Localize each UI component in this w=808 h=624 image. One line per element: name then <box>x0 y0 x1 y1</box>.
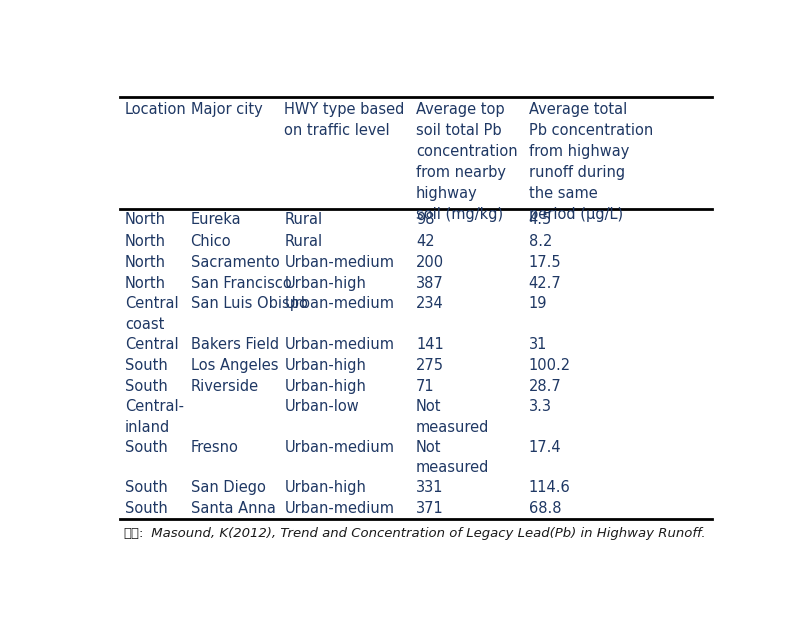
Text: South: South <box>124 358 167 373</box>
Text: 371: 371 <box>416 501 444 516</box>
Text: 31: 31 <box>528 337 547 352</box>
Text: Not
measured: Not measured <box>416 439 490 475</box>
Text: 141: 141 <box>416 337 444 352</box>
Text: 자료:: 자료: <box>123 527 143 540</box>
Text: 98: 98 <box>416 212 435 228</box>
Text: Urban-high: Urban-high <box>284 379 366 394</box>
Text: 42: 42 <box>416 233 435 248</box>
Text: Rural: Rural <box>284 212 322 228</box>
Text: South: South <box>124 379 167 394</box>
Text: Masound, K(2012), Trend and Concentration of Legacy Lead(Pb) in Highway Runoff.: Masound, K(2012), Trend and Concentratio… <box>147 527 705 540</box>
Text: Urban-high: Urban-high <box>284 358 366 373</box>
Text: Eureka: Eureka <box>191 212 241 228</box>
Text: 19: 19 <box>528 296 547 311</box>
Text: Bakers Field: Bakers Field <box>191 337 279 352</box>
Text: Chico: Chico <box>191 233 231 248</box>
Text: 200: 200 <box>416 255 444 270</box>
Text: Fresno: Fresno <box>191 439 238 454</box>
Text: Not
measured: Not measured <box>416 399 490 435</box>
Text: San Francisco: San Francisco <box>191 276 292 291</box>
Text: 28.7: 28.7 <box>528 379 562 394</box>
Text: 17.5: 17.5 <box>528 255 562 270</box>
Text: Urban-low: Urban-low <box>284 399 360 414</box>
Text: 234: 234 <box>416 296 444 311</box>
Text: Sacramento: Sacramento <box>191 255 280 270</box>
Text: Urban-high: Urban-high <box>284 480 366 495</box>
Text: North: North <box>124 255 166 270</box>
Text: North: North <box>124 233 166 248</box>
Text: 275: 275 <box>416 358 444 373</box>
Text: Location: Location <box>124 102 187 117</box>
Text: 4.5: 4.5 <box>528 212 552 228</box>
Text: 100.2: 100.2 <box>528 358 570 373</box>
Text: 387: 387 <box>416 276 444 291</box>
Text: Rural: Rural <box>284 233 322 248</box>
Text: 68.8: 68.8 <box>528 501 562 516</box>
Text: Urban-medium: Urban-medium <box>284 255 394 270</box>
Text: Santa Anna: Santa Anna <box>191 501 276 516</box>
Text: 3.3: 3.3 <box>528 399 552 414</box>
Text: San Luis Obispo: San Luis Obispo <box>191 296 307 311</box>
Text: Urban-high: Urban-high <box>284 276 366 291</box>
Text: San Diego: San Diego <box>191 480 265 495</box>
Text: Central: Central <box>124 337 179 352</box>
Text: Urban-medium: Urban-medium <box>284 296 394 311</box>
Text: 42.7: 42.7 <box>528 276 562 291</box>
Text: Major city: Major city <box>191 102 263 117</box>
Text: Urban-medium: Urban-medium <box>284 501 394 516</box>
Text: South: South <box>124 439 167 454</box>
Text: Urban-medium: Urban-medium <box>284 439 394 454</box>
Text: 8.2: 8.2 <box>528 233 552 248</box>
Text: 114.6: 114.6 <box>528 480 570 495</box>
Text: South: South <box>124 501 167 516</box>
Text: North: North <box>124 212 166 228</box>
Text: 331: 331 <box>416 480 444 495</box>
Text: North: North <box>124 276 166 291</box>
Text: Riverside: Riverside <box>191 379 259 394</box>
Text: 71: 71 <box>416 379 435 394</box>
Text: Los Angeles: Los Angeles <box>191 358 278 373</box>
Text: South: South <box>124 480 167 495</box>
Text: Average total
Pb concentration
from highway
runoff during
the same
period (μg/L): Average total Pb concentration from high… <box>528 102 653 222</box>
Text: 17.4: 17.4 <box>528 439 562 454</box>
Text: Average top
soil total Pb
concentration
from nearby
highway
soil (mg/kg): Average top soil total Pb concentration … <box>416 102 518 222</box>
Text: Urban-medium: Urban-medium <box>284 337 394 352</box>
Text: Central-
inland: Central- inland <box>124 399 183 435</box>
Text: HWY type based
on traffic level: HWY type based on traffic level <box>284 102 405 139</box>
Text: Central
coast: Central coast <box>124 296 179 331</box>
